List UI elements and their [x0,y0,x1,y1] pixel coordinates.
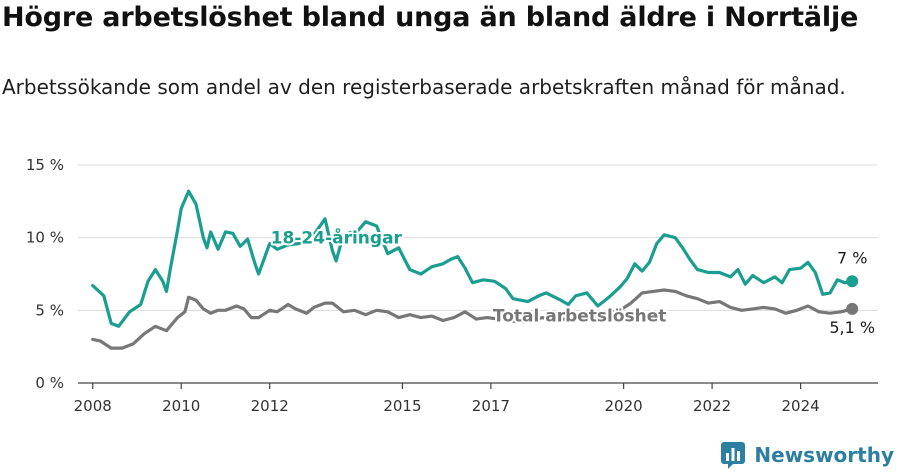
end-point-total [846,302,859,315]
newsworthy-logo-icon [721,442,746,469]
series-label-total: Total arbetslöshet [493,306,667,326]
series-line-youth [91,189,854,328]
y-tick-label: 5 % [35,301,64,319]
chart-title: Högre arbetslöshet bland unga än bland ä… [2,2,859,33]
end-value-youth: 7 % [837,248,867,267]
series-label-youth: 18-24-åringar [271,227,403,249]
x-tick-label: 2015 [383,397,421,415]
brand[interactable]: Newsworthy [720,440,894,470]
x-tick-label: 2022 [693,397,731,415]
x-tick-label: 2024 [781,397,819,415]
end-value-total: 5,1 % [829,318,875,337]
y-tick-label: 10 % [26,229,64,247]
y-tick-label: 0 % [35,374,64,392]
series-line-total [91,288,854,350]
y-tick-label: 15 % [26,156,64,174]
end-point-youth [846,275,859,288]
x-tick-label: 2017 [472,397,510,415]
x-tick-label: 2020 [605,397,643,415]
brand-name: Newsworthy [754,443,894,467]
x-tick-label: 2010 [162,397,200,415]
x-tick-label: 2008 [74,397,112,415]
x-tick-label: 2012 [251,397,289,415]
chart-subtitle: Arbetssökande som andel av den registerb… [2,75,846,99]
